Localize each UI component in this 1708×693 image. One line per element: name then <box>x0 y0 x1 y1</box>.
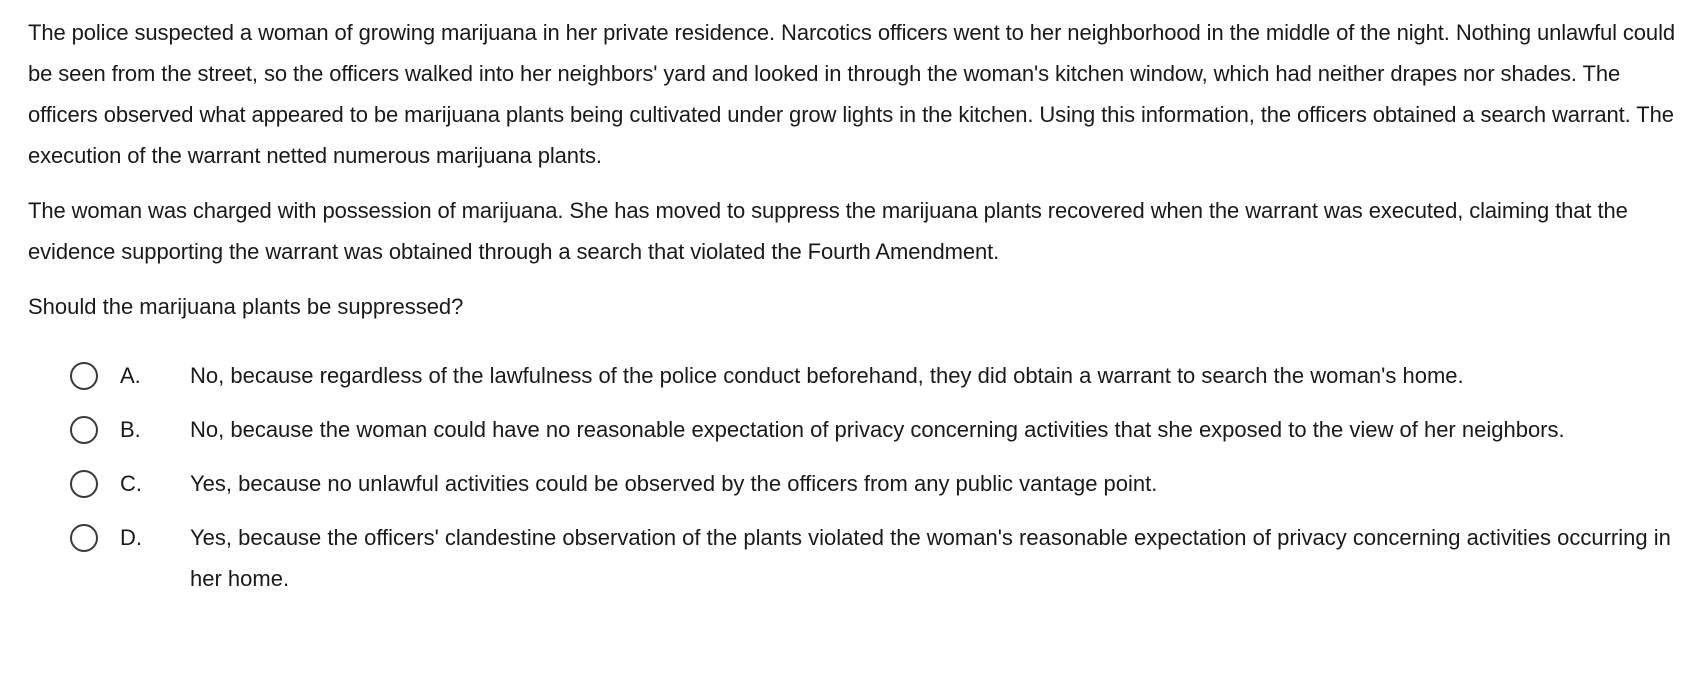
question-page: The police suspected a woman of growing … <box>28 12 1680 599</box>
radio-button-d[interactable] <box>70 524 98 552</box>
stem-paragraph-2: The woman was charged with possession of… <box>28 198 1628 264</box>
answer-option-a[interactable]: A. No, because regardless of the lawfuln… <box>70 355 1680 396</box>
option-letter-a: A. <box>120 363 141 388</box>
option-letter-c: C. <box>120 471 142 496</box>
option-text-a: No, because regardless of the lawfulness… <box>190 363 1464 388</box>
radio-button-a[interactable] <box>70 362 98 390</box>
option-letter-d: D. <box>120 525 142 550</box>
option-text-b: No, because the woman could have no reas… <box>190 417 1565 442</box>
stem-paragraph-1: The police suspected a woman of growing … <box>28 20 1675 168</box>
option-text-d: Yes, because the officers' clandestine o… <box>190 525 1671 591</box>
answer-option-d[interactable]: D. Yes, because the officers' clandestin… <box>70 517 1680 599</box>
answer-option-c[interactable]: C. Yes, because no unlawful activities c… <box>70 463 1680 504</box>
radio-button-c[interactable] <box>70 470 98 498</box>
option-letter-b: B. <box>120 417 141 442</box>
answer-option-b[interactable]: B. No, because the woman could have no r… <box>70 409 1680 450</box>
question-prompt: Should the marijuana plants be suppresse… <box>28 294 464 319</box>
answer-options: A. No, because regardless of the lawfuln… <box>28 355 1680 599</box>
question-stem: The police suspected a woman of growing … <box>28 12 1680 272</box>
option-text-c: Yes, because no unlawful activities coul… <box>190 471 1158 496</box>
radio-button-b[interactable] <box>70 416 98 444</box>
